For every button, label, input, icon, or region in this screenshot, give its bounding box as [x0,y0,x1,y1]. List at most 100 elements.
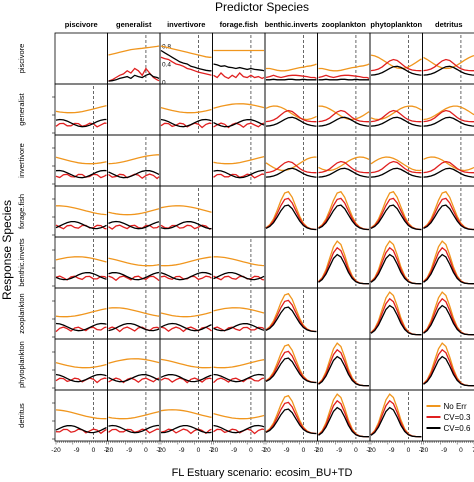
series-line [423,65,474,76]
x-tick-label: -20 [261,447,271,454]
x-tick-label: 0 [302,447,306,454]
series-line [265,160,317,174]
series-line [56,205,107,216]
series-line [213,72,265,80]
x-tick-label: 7 [262,447,266,454]
series-line [370,160,422,174]
x-tick-label: 7 [105,447,109,454]
x-tick-label: -20 [419,447,429,454]
panel-frame [107,185,161,238]
series-line [265,190,317,231]
series-line [213,322,265,332]
series-line [318,63,370,72]
x-tick-label: 7 [472,447,474,454]
series-line [265,350,317,384]
x-tick-label: -20 [104,447,114,454]
column-label: detritus [435,20,463,29]
row-label: zooplankton [17,293,26,333]
series-line [213,155,265,165]
x-tick-label: 0 [407,447,411,454]
series-line [318,105,370,121]
panel-frame [159,185,213,238]
x-tick-label: 0 [459,447,463,454]
series-line [318,406,369,438]
x-tick-label: -9 [231,447,237,454]
series-line [55,308,107,318]
panel-frame [369,338,423,391]
x-tick-label: -20 [366,447,376,454]
panel-frame [369,83,423,136]
row-label: invertivore [17,143,26,178]
series-line [423,304,474,336]
series-line [423,204,474,231]
x-tick-label: 0 [354,447,358,454]
panel-frame [107,134,161,187]
x-tick-label: 0 [249,447,253,454]
series-line [55,271,107,281]
series-line [160,256,212,267]
series-line [423,58,474,72]
series-line [213,412,265,420]
series-line [370,156,422,172]
series-line [265,299,317,333]
series-line [108,45,160,56]
series-line [370,116,422,127]
series-line [55,326,107,333]
series-line [160,122,212,129]
series-line [213,275,265,281]
series-line [370,253,422,285]
series-line [423,197,474,231]
series-line [55,118,107,128]
panel-frame [54,236,108,289]
series-line [108,220,160,230]
x-axis-title: FL Estuary scenario: ecosim_BU+TD [172,467,353,479]
series-line [55,173,107,179]
series-line [213,428,265,435]
series-line [265,105,317,121]
panel-frame [212,287,266,340]
panel-frame [422,185,474,238]
series-line [423,190,474,231]
series-line [160,373,212,383]
panel-frame [212,83,266,136]
series-line [160,106,212,114]
series-line [318,197,370,231]
row-label: phytoplankton [17,341,26,388]
panel-frame [317,134,371,187]
series-line [370,304,422,336]
panel-frame [54,287,108,340]
series-line [160,56,212,76]
series-line [266,63,317,72]
x-tick-label: -20 [51,447,61,454]
series-line [108,208,160,216]
y-axis-title: Response Species [0,200,14,300]
series-line [213,377,265,384]
series-line [370,406,422,438]
series-line [265,116,317,127]
panel-frame [107,338,161,391]
series-line [160,205,212,213]
series-line [55,361,107,369]
row-label: generalist [17,92,26,125]
series-line [108,424,159,434]
series-line [370,109,422,123]
series-line [160,322,212,332]
column-label: invertivore [167,20,205,29]
panel-frame [159,32,213,85]
series-line [213,373,265,383]
series-line [318,253,369,285]
panel-frame [212,185,266,238]
series-line [160,377,212,384]
x-tick-label: -20 [314,447,324,454]
panel-frame [422,389,474,442]
series-line [265,401,317,435]
x-tick-label: 7 [315,447,319,454]
series-line [423,105,474,121]
series-line [213,307,265,314]
panel-frame [54,185,108,238]
series-line [108,271,160,281]
series-line [423,116,474,127]
series-line [423,156,474,172]
column-label: piscivore [65,20,98,29]
legend-label: CV=0.3 [444,413,471,422]
